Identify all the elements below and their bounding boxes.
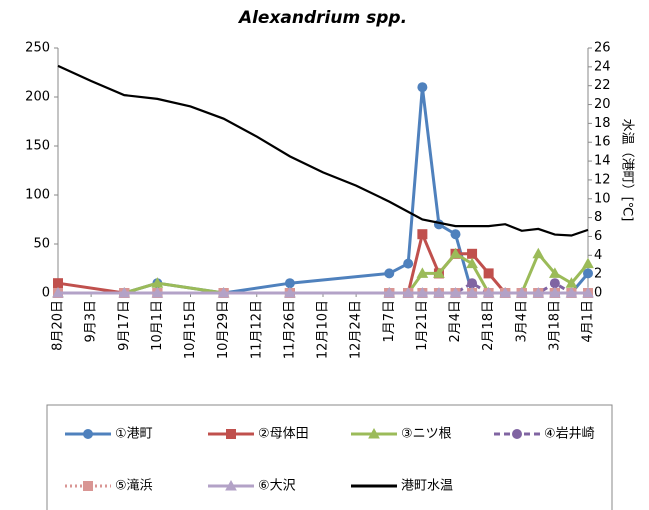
data-point [449,247,462,259]
legend-marker [83,429,93,439]
data-point [52,286,64,298]
x-tick-label: 3月4日 [514,300,529,343]
data-point [549,286,561,298]
data-point [482,286,495,298]
y-tick-label: 250 [25,41,50,56]
data-point [151,286,164,298]
x-tick-label: 1月21日 [415,300,430,351]
y2-tick-label: 8 [594,210,602,225]
x-tick-label: 3月18日 [547,300,562,351]
y2-tick-label: 0 [594,286,602,301]
data-point [467,278,478,289]
data-point [417,229,428,240]
data-point [433,286,445,298]
series-line [57,64,589,237]
legend-label: ⑥大沢 [258,479,296,494]
data-point [483,268,494,279]
data-point [532,286,545,298]
data-point [450,229,461,240]
y-tick-label: 50 [33,237,50,252]
series-line [58,87,590,295]
legend-label: ④岩井崎 [544,427,595,442]
legend-label: ①港町 [115,427,153,442]
data-point [53,278,63,289]
data-point [582,286,594,298]
legend-marker [83,481,93,491]
legend-label: ⑤滝浜 [115,479,153,494]
y2-tick-label: 6 [594,229,602,244]
legend-marker [225,479,237,491]
x-tick-label: 2月18日 [481,300,496,351]
y2-tick-label: 18 [594,116,611,131]
data-point [118,286,131,298]
x-tick-label: 9月3日 [84,300,99,343]
data-point [433,267,445,278]
data-point [217,286,230,298]
data-point [402,286,415,298]
x-tick-label: 10月15日 [183,300,198,359]
x-tick-label: 4月1日 [581,300,596,343]
data-point [284,286,296,298]
legend-label: ②母体田 [258,427,309,442]
data-point [383,286,396,298]
legend-label: ③ニツ根 [401,427,452,442]
x-tick-label: 10月29日 [216,300,231,359]
y-tick-label: 100 [25,188,50,203]
data-point [403,258,414,269]
y2-tick-label: 22 [594,78,611,93]
data-point [582,257,594,269]
data-point [583,268,593,279]
data-point [532,247,545,259]
y2-tick-label: 10 [594,191,611,206]
x-tick-label: 11月12日 [249,300,264,359]
chart-title: Alexandrium spp. [237,8,407,28]
y2-axis-label: 水温（港町）[℃] [620,119,635,222]
y2-tick-label: 20 [594,97,611,112]
x-tick-label: 2月4日 [448,300,463,343]
data-point [416,286,429,298]
y2-tick-label: 4 [594,248,602,263]
data-point [515,286,528,298]
data-point [449,286,462,298]
x-tick-label: 9月17日 [117,300,132,351]
x-tick-label: 1月7日 [382,300,397,343]
y-tick-label: 150 [25,139,50,154]
legend-box [46,404,613,510]
y2-tick-label: 16 [594,135,611,150]
y2-tick-label: 2 [594,267,602,282]
data-point [417,82,428,93]
legend-marker [226,429,236,439]
x-tick-label: 8月20日 [51,300,66,351]
data-point [384,268,395,279]
data-point [466,257,478,269]
data-point [549,278,560,289]
data-point [416,267,429,278]
y2-tick-label: 24 [594,59,611,74]
legend-marker [512,429,522,439]
y2-tick-label: 12 [594,172,611,187]
y-tick-label: 200 [25,90,50,105]
y2-tick-label: 26 [594,41,611,56]
y2-tick-label: 14 [594,154,611,169]
data-point [549,267,561,278]
legend-marker [368,427,380,439]
data-point [499,286,512,298]
data-point [565,286,578,298]
data-point [467,248,478,259]
x-tick-label: 11月26日 [282,300,297,359]
x-tick-label: 10月1日 [150,300,165,351]
y-tick-label: 0 [42,286,50,301]
series-line [58,250,590,295]
x-tick-label: 12月10日 [316,300,331,359]
data-point [466,286,478,298]
data-point [284,278,295,289]
legend-label: 港町水温 [401,479,453,494]
x-tick-label: 12月24日 [349,300,364,359]
series-line [57,229,588,295]
